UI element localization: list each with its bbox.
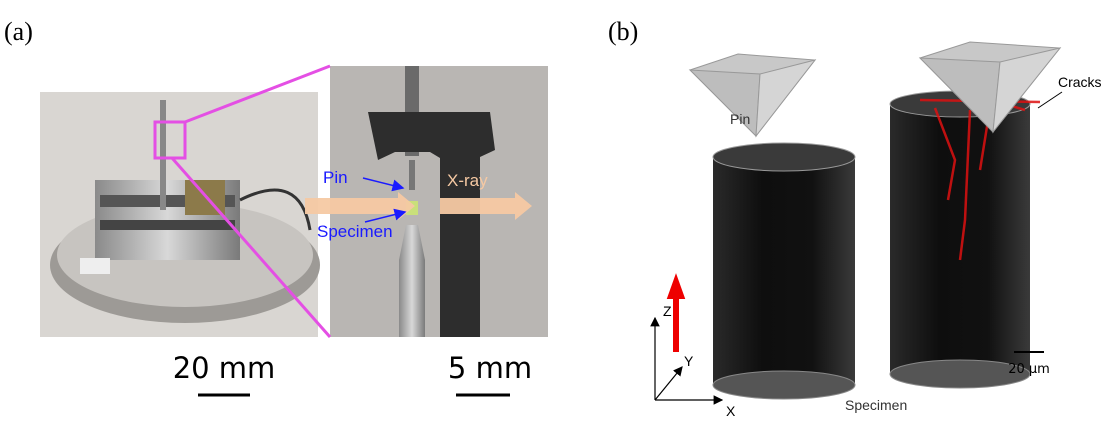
panel-label: (b) xyxy=(608,17,638,46)
page: {"panel_a": {"label": "(a)", "pin": "Pin… xyxy=(0,0,1112,422)
pin-label: Pin xyxy=(323,168,348,187)
axis-label: X xyxy=(726,403,736,419)
figure: (a) Pin X-ray Specimen 20 mm 5 mm (b) xyxy=(0,0,1112,422)
specimen-cylinder xyxy=(713,143,855,399)
photo-device xyxy=(40,92,320,337)
cracked-cylinder xyxy=(890,91,1040,388)
axis-label: Z xyxy=(663,303,672,319)
pin-label: Pin xyxy=(730,111,750,127)
pin-pyramid xyxy=(690,54,815,136)
scale-label: 5 mm xyxy=(448,351,532,385)
load-arrow xyxy=(671,282,681,352)
cracks-label: Cracks xyxy=(1058,74,1102,90)
specimen-label: Specimen xyxy=(845,397,907,413)
panel-label: (a) xyxy=(4,17,33,46)
cracks-pointer xyxy=(1038,92,1062,108)
specimen-label: Specimen xyxy=(317,222,393,241)
xray-label: X-ray xyxy=(447,171,488,190)
scale-label: 20 mm xyxy=(173,351,276,385)
axis-label: Y xyxy=(684,353,694,369)
scale-label: 20 μm xyxy=(1008,362,1050,377)
